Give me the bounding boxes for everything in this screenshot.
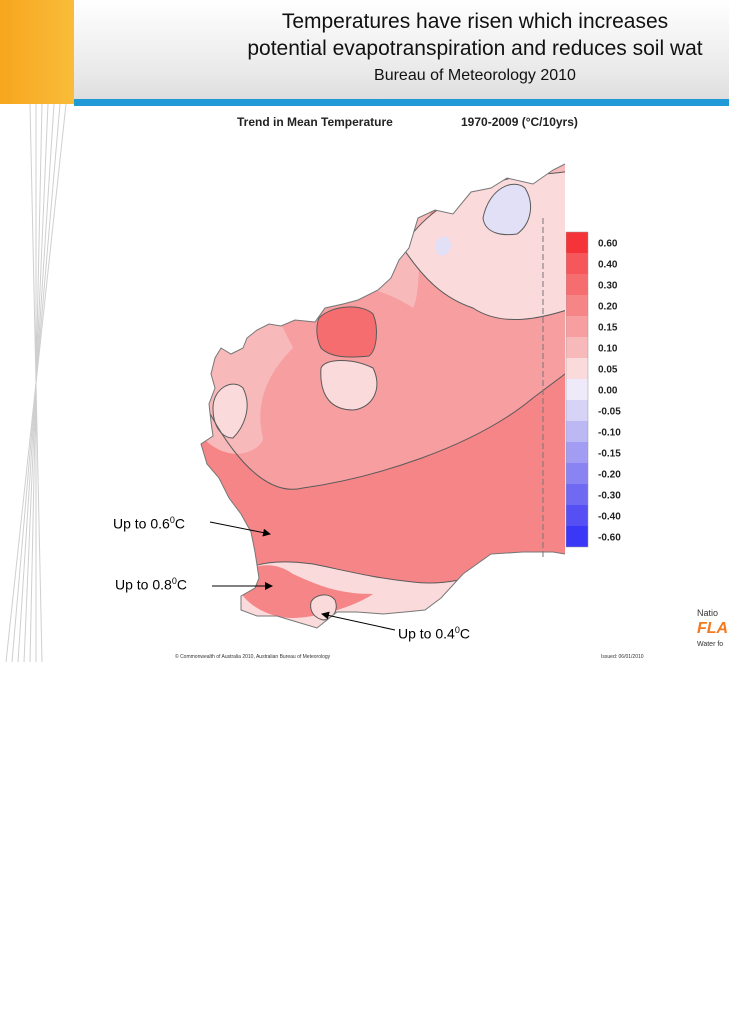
legend-swatch <box>566 526 588 547</box>
legend-swatch <box>566 337 588 358</box>
annotation-0-4-unit: C <box>459 625 470 642</box>
annotation-0-6-text: Up to 0.6 <box>113 515 170 532</box>
annotation-0-4-degree: 0 <box>454 625 460 635</box>
legend-swatch <box>566 484 588 505</box>
header-rule <box>74 99 729 106</box>
legend-swatch <box>566 400 588 421</box>
temperature-trend-map: Trend in Mean Temperature 1970-2009 (°C/… <box>173 108 658 662</box>
legend-label: -0.10 <box>598 428 621 439</box>
slide: Temperatures have risen which increases … <box>0 0 729 662</box>
footer-copyright: © Commonwealth of Australia 2010, Austra… <box>175 653 331 660</box>
zone-0-20-south <box>233 565 373 618</box>
annotation-arrows <box>209 521 396 631</box>
legend-label: -0.20 <box>598 470 621 481</box>
orange-accent-block <box>0 0 74 104</box>
title-line-1: Temperatures have risen which increases <box>281 10 669 33</box>
legend-swatch <box>566 316 588 337</box>
annotation-0-6-degree: 0 <box>169 515 175 525</box>
map-heading-right: 1970-2009 (°C/10yrs) <box>461 115 578 129</box>
annotation-0-8: Up to 0.80C <box>115 576 187 593</box>
footer-issued: Issued: 06/01/2010 <box>601 654 644 660</box>
decorative-stripes <box>5 104 67 662</box>
legend-label: 0.20 <box>598 302 618 313</box>
legend-swatch <box>566 442 588 463</box>
legend-label: -0.05 <box>598 407 621 418</box>
legend-label: -0.60 <box>598 533 621 544</box>
annotation-0-8-degree: 0 <box>171 576 177 586</box>
map-svg: Trend in Mean Temperature 1970-2009 (°C/… <box>175 115 644 660</box>
legend-swatch <box>566 253 588 274</box>
legend-swatch <box>566 505 588 526</box>
legend-label: 0.15 <box>598 323 618 334</box>
legend-label: 0.30 <box>598 281 618 292</box>
annotation-0-6-unit: C <box>174 515 185 532</box>
legend-label: -0.30 <box>598 491 621 502</box>
legend-swatch <box>566 232 588 253</box>
zone-0-30-north <box>316 306 377 358</box>
legend-label: 0.60 <box>598 239 618 250</box>
legend-swatch <box>566 463 588 484</box>
partner-logo: Natio FLA Water fo <box>697 608 729 654</box>
slide-subtitle: Bureau of Meteorology 2010 <box>374 67 576 84</box>
logo-line-3: Water fo <box>697 641 724 648</box>
annotation-0-8-unit: C <box>176 576 187 593</box>
legend-label: -0.15 <box>598 449 621 460</box>
arrow-0-6 <box>209 521 271 537</box>
zone-0-05-west <box>213 384 248 438</box>
legend-swatch <box>566 295 588 316</box>
annotation-0-4: Up to 0.40C <box>398 625 470 642</box>
map-heading-left: Trend in Mean Temperature <box>237 115 393 129</box>
zone-0-05-central <box>320 360 377 410</box>
legend-label: 0.00 <box>598 386 618 397</box>
coastline <box>200 163 566 629</box>
zone-neg-north <box>483 184 531 235</box>
logo-line-2: FLA <box>697 620 729 637</box>
legend-label: -0.40 <box>598 512 621 523</box>
title-line-2: potential evapotranspiration and reduces… <box>247 37 703 60</box>
legend-swatch <box>566 421 588 442</box>
legend-label: 0.10 <box>598 344 618 355</box>
annotation-0-8-text: Up to 0.8 <box>115 576 172 593</box>
legend-swatch <box>566 274 588 295</box>
logo-line-1: Natio <box>697 608 719 618</box>
zone-neg-small <box>435 236 451 256</box>
header-band <box>0 0 729 104</box>
arrow-0-4 <box>321 611 396 631</box>
legend-label: 0.40 <box>598 260 618 271</box>
annotation-0-4-text: Up to 0.4 <box>398 625 455 642</box>
zone-0-05-pocket <box>310 594 337 620</box>
legend-swatch <box>566 358 588 379</box>
legend-label: 0.05 <box>598 365 618 376</box>
legend: 0.60 0.40 0.30 0.20 0.15 0.10 0.05 0.00 -0.05 -0.… <box>565 231 621 548</box>
annotation-0-6: Up to 0.60C <box>113 515 185 532</box>
legend-swatch <box>566 379 588 400</box>
slide-title: Temperatures have risen which increases … <box>145 8 729 62</box>
legend-border <box>565 231 589 548</box>
